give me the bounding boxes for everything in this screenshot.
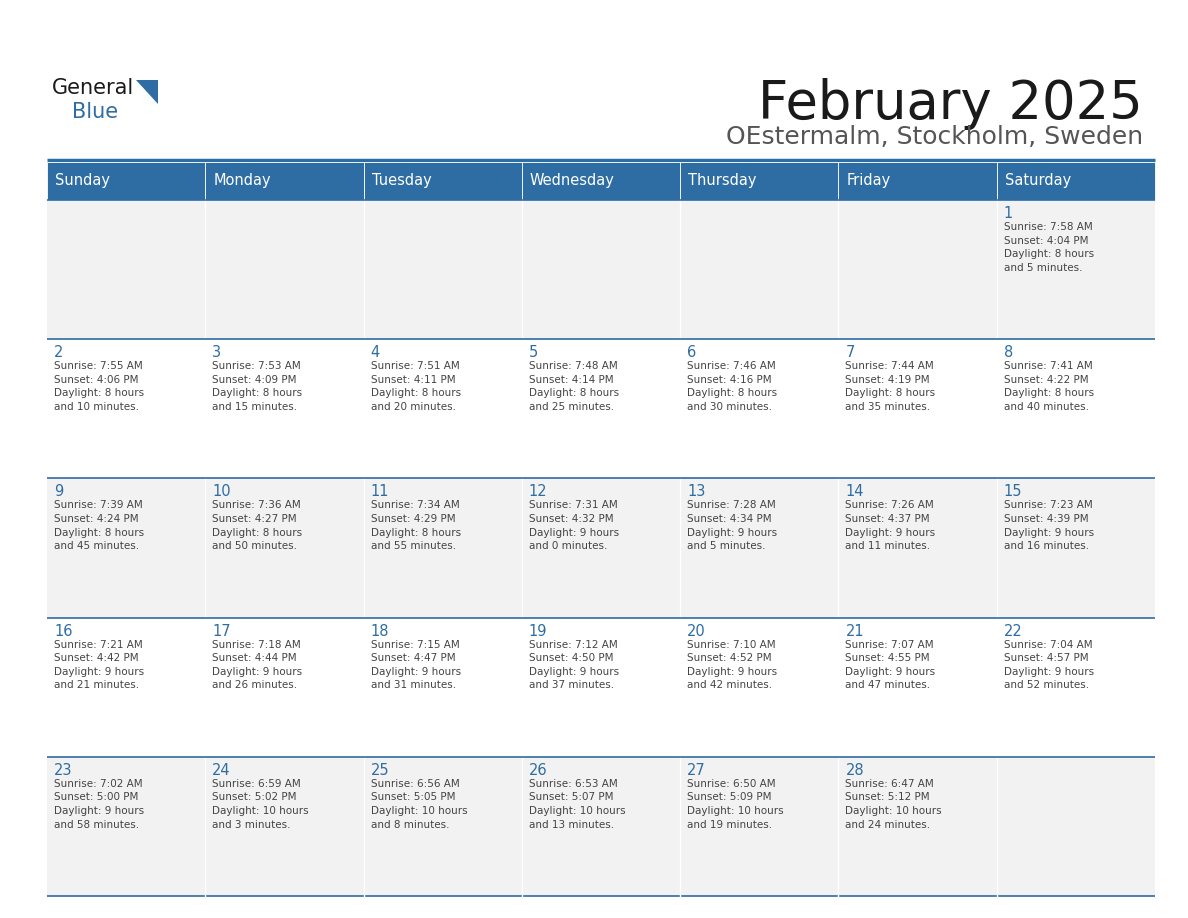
Bar [48,339,1155,478]
Text: 11: 11 [371,485,390,499]
Text: Monday: Monday [214,174,271,188]
Text: Thursday: Thursday [688,174,757,188]
Text: General: General [52,78,134,98]
Text: Sunrise: 7:12 AM
Sunset: 4:50 PM
Daylight: 9 hours
and 37 minutes.: Sunrise: 7:12 AM Sunset: 4:50 PM Dayligh… [529,640,619,690]
Text: Sunrise: 7:46 AM
Sunset: 4:16 PM
Daylight: 8 hours
and 30 minutes.: Sunrise: 7:46 AM Sunset: 4:16 PM Dayligh… [687,361,777,412]
Text: Sunrise: 7:53 AM
Sunset: 4:09 PM
Daylight: 8 hours
and 15 minutes.: Sunrise: 7:53 AM Sunset: 4:09 PM Dayligh… [213,361,303,412]
Bar [522,162,681,200]
Text: Sunrise: 6:53 AM
Sunset: 5:07 PM
Daylight: 10 hours
and 13 minutes.: Sunrise: 6:53 AM Sunset: 5:07 PM Dayligh… [529,778,626,830]
Text: 24: 24 [213,763,230,778]
Bar [48,478,1155,618]
Text: 21: 21 [846,623,864,639]
Text: Sunrise: 7:55 AM
Sunset: 4:06 PM
Daylight: 8 hours
and 10 minutes.: Sunrise: 7:55 AM Sunset: 4:06 PM Dayligh… [53,361,144,412]
Text: 19: 19 [529,623,548,639]
Bar [681,162,839,200]
Text: 8: 8 [1004,345,1013,360]
Text: Blue: Blue [72,102,118,122]
Text: Sunrise: 7:18 AM
Sunset: 4:44 PM
Daylight: 9 hours
and 26 minutes.: Sunrise: 7:18 AM Sunset: 4:44 PM Dayligh… [213,640,303,690]
Text: 9: 9 [53,485,63,499]
Text: Sunrise: 6:59 AM
Sunset: 5:02 PM
Daylight: 10 hours
and 3 minutes.: Sunrise: 6:59 AM Sunset: 5:02 PM Dayligh… [213,778,309,830]
Text: Sunrise: 7:26 AM
Sunset: 4:37 PM
Daylight: 9 hours
and 11 minutes.: Sunrise: 7:26 AM Sunset: 4:37 PM Dayligh… [846,500,936,551]
Text: Sunrise: 7:28 AM
Sunset: 4:34 PM
Daylight: 9 hours
and 5 minutes.: Sunrise: 7:28 AM Sunset: 4:34 PM Dayligh… [687,500,777,551]
Bar [839,162,997,200]
Text: February 2025: February 2025 [758,78,1143,130]
Text: 14: 14 [846,485,864,499]
Text: Sunrise: 6:47 AM
Sunset: 5:12 PM
Daylight: 10 hours
and 24 minutes.: Sunrise: 6:47 AM Sunset: 5:12 PM Dayligh… [846,778,942,830]
Text: Sunrise: 7:04 AM
Sunset: 4:57 PM
Daylight: 9 hours
and 52 minutes.: Sunrise: 7:04 AM Sunset: 4:57 PM Dayligh… [1004,640,1094,690]
Bar [48,756,1155,896]
Text: 23: 23 [53,763,72,778]
Text: 16: 16 [53,623,72,639]
Text: 1: 1 [1004,206,1013,221]
Text: 28: 28 [846,763,864,778]
Text: Sunrise: 7:34 AM
Sunset: 4:29 PM
Daylight: 8 hours
and 55 minutes.: Sunrise: 7:34 AM Sunset: 4:29 PM Dayligh… [371,500,461,551]
Text: Sunrise: 7:31 AM
Sunset: 4:32 PM
Daylight: 9 hours
and 0 minutes.: Sunrise: 7:31 AM Sunset: 4:32 PM Dayligh… [529,500,619,551]
Text: Sunrise: 7:58 AM
Sunset: 4:04 PM
Daylight: 8 hours
and 5 minutes.: Sunrise: 7:58 AM Sunset: 4:04 PM Dayligh… [1004,222,1094,273]
Text: Sunrise: 7:23 AM
Sunset: 4:39 PM
Daylight: 9 hours
and 16 minutes.: Sunrise: 7:23 AM Sunset: 4:39 PM Dayligh… [1004,500,1094,551]
Text: 22: 22 [1004,623,1023,639]
Text: 2: 2 [53,345,63,360]
Bar [48,618,1155,756]
Text: 3: 3 [213,345,221,360]
Text: 15: 15 [1004,485,1022,499]
Text: Wednesday: Wednesday [530,174,614,188]
Bar [364,162,522,200]
Bar [997,162,1155,200]
Text: Sunrise: 6:56 AM
Sunset: 5:05 PM
Daylight: 10 hours
and 8 minutes.: Sunrise: 6:56 AM Sunset: 5:05 PM Dayligh… [371,778,467,830]
Text: 5: 5 [529,345,538,360]
Text: 17: 17 [213,623,230,639]
Text: OEstermalm, Stockholm, Sweden: OEstermalm, Stockholm, Sweden [726,125,1143,149]
Text: Sunrise: 7:51 AM
Sunset: 4:11 PM
Daylight: 8 hours
and 20 minutes.: Sunrise: 7:51 AM Sunset: 4:11 PM Dayligh… [371,361,461,412]
Text: Sunrise: 7:21 AM
Sunset: 4:42 PM
Daylight: 9 hours
and 21 minutes.: Sunrise: 7:21 AM Sunset: 4:42 PM Dayligh… [53,640,144,690]
Text: 6: 6 [687,345,696,360]
Bar [48,200,1155,339]
Text: Sunrise: 7:48 AM
Sunset: 4:14 PM
Daylight: 8 hours
and 25 minutes.: Sunrise: 7:48 AM Sunset: 4:14 PM Dayligh… [529,361,619,412]
Text: Sunrise: 7:39 AM
Sunset: 4:24 PM
Daylight: 8 hours
and 45 minutes.: Sunrise: 7:39 AM Sunset: 4:24 PM Dayligh… [53,500,144,551]
Text: 10: 10 [213,485,230,499]
Text: 25: 25 [371,763,390,778]
Text: Sunrise: 7:44 AM
Sunset: 4:19 PM
Daylight: 8 hours
and 35 minutes.: Sunrise: 7:44 AM Sunset: 4:19 PM Dayligh… [846,361,936,412]
Text: 13: 13 [687,485,706,499]
Text: Sunrise: 7:02 AM
Sunset: 5:00 PM
Daylight: 9 hours
and 58 minutes.: Sunrise: 7:02 AM Sunset: 5:00 PM Dayligh… [53,778,144,830]
Text: Friday: Friday [846,174,891,188]
Text: 12: 12 [529,485,548,499]
Text: Sunday: Sunday [55,174,110,188]
Text: 26: 26 [529,763,548,778]
Text: 20: 20 [687,623,706,639]
Text: 18: 18 [371,623,390,639]
Text: Saturday: Saturday [1005,174,1070,188]
Text: Sunrise: 7:36 AM
Sunset: 4:27 PM
Daylight: 8 hours
and 50 minutes.: Sunrise: 7:36 AM Sunset: 4:27 PM Dayligh… [213,500,303,551]
Text: Sunrise: 7:10 AM
Sunset: 4:52 PM
Daylight: 9 hours
and 42 minutes.: Sunrise: 7:10 AM Sunset: 4:52 PM Dayligh… [687,640,777,690]
Text: Sunrise: 6:50 AM
Sunset: 5:09 PM
Daylight: 10 hours
and 19 minutes.: Sunrise: 6:50 AM Sunset: 5:09 PM Dayligh… [687,778,784,830]
Text: Tuesday: Tuesday [372,174,431,188]
Bar [206,162,364,200]
Text: 4: 4 [371,345,380,360]
Text: Sunrise: 7:15 AM
Sunset: 4:47 PM
Daylight: 9 hours
and 31 minutes.: Sunrise: 7:15 AM Sunset: 4:47 PM Dayligh… [371,640,461,690]
Polygon shape [135,80,158,104]
Text: 7: 7 [846,345,855,360]
Bar [48,162,206,200]
Text: Sunrise: 7:41 AM
Sunset: 4:22 PM
Daylight: 8 hours
and 40 minutes.: Sunrise: 7:41 AM Sunset: 4:22 PM Dayligh… [1004,361,1094,412]
Text: 27: 27 [687,763,706,778]
Text: Sunrise: 7:07 AM
Sunset: 4:55 PM
Daylight: 9 hours
and 47 minutes.: Sunrise: 7:07 AM Sunset: 4:55 PM Dayligh… [846,640,936,690]
